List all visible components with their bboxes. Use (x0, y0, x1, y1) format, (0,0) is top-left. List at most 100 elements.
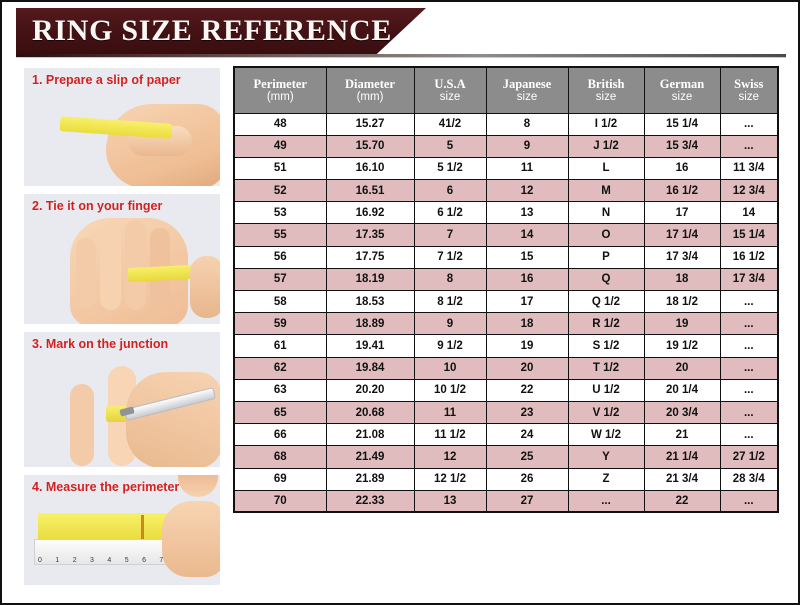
column-header-swiss: Swiss size (719, 66, 779, 114)
cell-usa-size: 6 (413, 179, 487, 203)
column-subtitle: (mm) (356, 90, 384, 103)
ruler-tick: 7 (159, 557, 164, 564)
cell-japanese-size: 8 (485, 112, 569, 136)
pen-marking-paper-on-finger-photo (24, 332, 220, 467)
cell-japanese-size: 19 (485, 334, 569, 358)
cell-japanese-size: 11 (485, 156, 569, 181)
table-row: 56 17.75 7 1/2 15 P 17 3/4 16 1/2 (233, 245, 779, 269)
table-row: 53 16.92 6 1/2 13 N 17 14 (233, 201, 779, 225)
cell-german-size: 21 1/4 (643, 445, 721, 469)
cell-german-size: 21 (643, 423, 721, 447)
cell-perimeter: 48 (233, 112, 327, 136)
cell-diameter: 20.68 (325, 400, 415, 425)
step-1-label: 1. Prepare a slip of paper (32, 73, 181, 87)
cell-swiss-size: 14 (719, 201, 779, 225)
column-subtitle: (mm) (266, 90, 294, 103)
cell-swiss-size: ... (719, 423, 779, 447)
cell-usa-size: 7 (413, 223, 487, 247)
cell-british-size: W 1/2 (567, 423, 645, 447)
ruler-tick: 2 (72, 557, 77, 564)
cell-german-size: 19 (643, 312, 721, 336)
instruction-steps: 1. Prepare a slip of paper 2. Tie it on … (24, 68, 220, 593)
table-row: 49 15.70 5 9 J 1/2 15 3/4... (233, 134, 779, 158)
cell-usa-size: 8 1/2 (413, 289, 487, 314)
cell-german-size: 17 3/4 (643, 245, 721, 269)
cell-british-size: U 1/2 (567, 378, 645, 402)
column-header-usa: U.S.A size (413, 66, 487, 114)
table-row: 65 20.68 11 23 V 1/2 20 3/4... (233, 400, 779, 425)
cell-usa-size: 11 1/2 (413, 423, 487, 447)
column-header-german: German size (643, 66, 721, 114)
column-subtitle: size (671, 90, 693, 103)
column-header-japanese: Japanese size (485, 66, 569, 114)
column-title: German (659, 76, 705, 91)
step-3-label: 3. Mark on the junction (32, 337, 169, 351)
cell-perimeter: 66 (233, 423, 327, 447)
cell-british-size: ... (567, 489, 645, 513)
cell-british-size: Y (567, 445, 645, 469)
cell-diameter: 20.20 (325, 378, 415, 402)
cell-usa-size: 12 (413, 445, 487, 469)
cell-british-size: Q (567, 267, 645, 292)
ruler-measuring-paper-strip-photo: 0 1 2 3 4 5 6 7 8 9 (24, 475, 220, 585)
column-subtitle: size (595, 90, 617, 103)
cell-japanese-size: 12 (485, 179, 569, 203)
column-subtitle: size (738, 90, 759, 103)
cell-swiss-size: 28 3/4 (719, 467, 779, 491)
table-row: 68 21.49 12 25 Y 21 1/4 27 1/2 (233, 445, 779, 469)
column-header-diameter: Diameter (mm) (325, 66, 415, 114)
table-row: 66 21.08 11 1/2 24 W 1/2 21... (233, 423, 779, 447)
cell-japanese-size: 15 (485, 245, 569, 269)
cell-german-size: 20 (643, 356, 721, 380)
cell-perimeter: 55 (233, 223, 327, 247)
cell-british-size: S 1/2 (567, 334, 645, 358)
cell-swiss-size: ... (719, 378, 779, 402)
cell-swiss-size: ... (719, 289, 779, 314)
cell-german-size: 18 1/2 (643, 289, 721, 314)
cell-japanese-size: 14 (485, 223, 569, 247)
column-title: British (587, 76, 625, 91)
column-title: Perimeter (253, 76, 307, 91)
cell-swiss-size: ... (719, 112, 779, 136)
cell-british-size: J 1/2 (567, 134, 645, 158)
table-row: 69 21.89 12 1/2 26 Z 21 3/4 28 3/4 (233, 467, 779, 491)
cell-japanese-size: 22 (485, 378, 569, 402)
cell-german-size: 15 3/4 (643, 134, 721, 158)
ring-size-table-container: Perimeter (mm) Diameter (mm) U.S.A size … (233, 66, 779, 514)
cell-german-size: 17 (643, 201, 721, 225)
table-row: 58 18.53 8 1/2 17 Q 1/2 18 1/2... (233, 289, 779, 314)
cell-usa-size: 5 (413, 134, 487, 158)
cell-diameter: 18.53 (325, 289, 415, 314)
column-subtitle: size (439, 90, 461, 103)
hand-holding-paper-strip-photo (24, 68, 220, 186)
table-row: 57 18.19 8 16 Q 18 17 3/4 (233, 267, 779, 292)
cell-perimeter: 53 (233, 201, 327, 225)
table-header: Perimeter (mm) Diameter (mm) U.S.A size … (233, 66, 779, 114)
cell-british-size: Z (567, 467, 645, 491)
cell-japanese-size: 23 (485, 400, 569, 425)
page-title: RING SIZE REFERENCE (32, 14, 393, 47)
cell-british-size: V 1/2 (567, 400, 645, 425)
cell-swiss-size: ... (719, 489, 779, 513)
cell-german-size: 18 (643, 267, 721, 292)
column-header-perimeter: Perimeter (mm) (233, 66, 327, 114)
step-1: 1. Prepare a slip of paper (24, 68, 220, 186)
cell-german-size: 21 3/4 (643, 467, 721, 491)
cell-diameter: 15.70 (325, 134, 415, 158)
cell-diameter: 16.10 (325, 156, 415, 181)
ruler-tick: 5 (124, 557, 129, 564)
cell-japanese-size: 9 (485, 134, 569, 158)
table-body: 48 15.27 41/2 8 I 1/2 15 1/4... 49 15.70 5 9 J 1/2… (233, 112, 779, 513)
cell-british-size: T 1/2 (567, 356, 645, 380)
ruler-tick: 3 (90, 557, 94, 564)
cell-diameter: 18.19 (325, 267, 415, 292)
cell-usa-size: 11 (413, 400, 487, 425)
cell-british-size: P (567, 245, 645, 269)
table-row: 61 19.41 9 1/2 19 S 1/2 19 1/2... (233, 334, 779, 358)
cell-usa-size: 13 (413, 489, 487, 513)
cell-diameter: 21.89 (325, 467, 415, 491)
cell-perimeter: 56 (233, 245, 327, 269)
cell-swiss-size: ... (719, 312, 779, 336)
ruler-tick: 6 (142, 557, 146, 564)
cell-usa-size: 9 1/2 (413, 334, 487, 358)
